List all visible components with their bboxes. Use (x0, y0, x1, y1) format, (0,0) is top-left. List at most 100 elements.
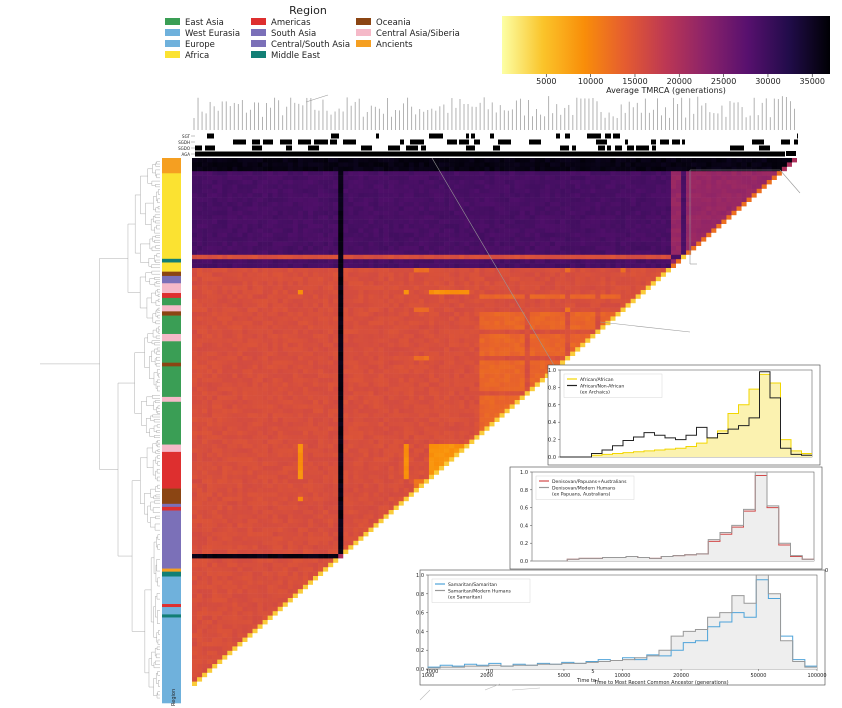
heatmap-cell (398, 219, 405, 225)
heatmap-cell (378, 320, 384, 326)
heatmap-cell (207, 184, 213, 190)
heatmap-cell (418, 228, 425, 234)
heatmap-cell (459, 290, 465, 295)
heatmap-cell (418, 250, 425, 256)
heatmap-cell (509, 294, 515, 300)
heatmap-cell (292, 285, 299, 291)
heatmap-cell (499, 312, 505, 317)
heatmap-cell (277, 342, 284, 348)
heatmap-cell (358, 228, 364, 234)
heatmap-cell (378, 259, 384, 264)
heatmap-cell (257, 184, 263, 190)
heatmap-cell (504, 184, 510, 190)
heatmap-cell (650, 188, 657, 194)
heatmap-cell (509, 342, 515, 348)
heatmap-cell (776, 166, 783, 172)
heatmap-cell (696, 232, 702, 238)
heatmap-cell (192, 356, 198, 361)
heatmap-cell (479, 347, 485, 352)
heatmap-cell (428, 215, 435, 220)
heatmap-cell (539, 320, 546, 326)
heatmap-cell (736, 162, 742, 168)
heatmap-cell (706, 193, 712, 198)
heatmap-cell (655, 219, 662, 225)
heatmap-cell (560, 237, 566, 242)
heatmap-cell (192, 329, 198, 335)
heatmap-cell (640, 259, 647, 264)
heatmap-cell (272, 320, 279, 326)
heatmap-cell (600, 202, 606, 207)
heatmap-cell (464, 298, 470, 304)
heatmap-cell (257, 202, 263, 207)
heatmap-cell (590, 232, 596, 238)
heatmap-cell (252, 281, 258, 286)
heatmap-cell (489, 228, 495, 234)
heatmap-cell (282, 364, 289, 370)
heatmap-cell (524, 290, 531, 295)
heatmap-cell (721, 180, 727, 185)
heatmap-cell (665, 193, 672, 198)
heatmap-cell (529, 276, 536, 282)
heatmap-cell (252, 158, 258, 163)
heatmap-cell (615, 228, 621, 234)
heatmap-cell (645, 237, 652, 242)
heatmap-cell (575, 175, 581, 181)
heatmap-cell (570, 334, 576, 339)
heatmap-cell (232, 329, 238, 335)
heatmap-cell (242, 316, 248, 322)
heatmap-cell (348, 338, 354, 344)
heatmap-cell (494, 347, 500, 352)
heatmap-cell (761, 166, 768, 172)
heatmap-cell (232, 241, 238, 247)
heatmap-cell (635, 162, 642, 168)
heatmap-cell (373, 356, 379, 361)
heatmap-cell (585, 250, 591, 256)
heatmap-cell (318, 298, 324, 304)
heatmap-cell (207, 281, 213, 286)
heatmap-cell (721, 193, 727, 198)
heatmap-cell (439, 241, 445, 247)
heatmap-cell (645, 206, 652, 212)
heatmap-cell (640, 219, 647, 225)
heatmap-cell (570, 188, 576, 194)
heatmap-cell (302, 298, 309, 304)
heatmap-cell (701, 197, 707, 203)
heatmap-cell (575, 342, 581, 348)
heatmap-cell (519, 210, 526, 216)
heatmap-cell (232, 338, 238, 344)
heatmap-cell (670, 250, 677, 256)
heatmap-cell (519, 351, 526, 357)
region-strip-segment (162, 503, 181, 508)
heatmap-cell (393, 290, 400, 295)
heatmap-cell (313, 193, 319, 198)
heatmap-cell (479, 312, 485, 317)
heatmap-cell (323, 228, 329, 234)
heatmap-cell (565, 171, 571, 176)
heatmap-cell (439, 188, 445, 194)
heatmap-cell (207, 166, 213, 172)
heatmap-cell (439, 224, 445, 229)
heatmap-cell (439, 166, 445, 172)
heatmap-cell (242, 232, 248, 238)
heatmap-cell (434, 347, 440, 352)
heatmap-cell (212, 263, 218, 269)
heatmap-cell (262, 210, 268, 216)
presence-block (406, 145, 418, 151)
heatmap-cell (363, 193, 369, 198)
heatmap-cell (686, 175, 692, 181)
heatmap-cell (580, 298, 586, 304)
heatmap-cell (610, 224, 616, 229)
heatmap-cell (368, 175, 374, 181)
heatmap-cell (600, 303, 606, 308)
heatmap-cell (207, 316, 213, 322)
heatmap-cell (318, 312, 324, 317)
heatmap-cell (509, 246, 515, 251)
heatmap-cell (282, 184, 289, 190)
heatmap-cell (232, 285, 238, 291)
heatmap-cell (343, 276, 349, 282)
heatmap-cell (307, 241, 314, 247)
heatmap-cell (454, 158, 460, 163)
heatmap-cell (202, 303, 208, 308)
heatmap-cell (363, 254, 369, 260)
heatmap-cell (736, 184, 742, 190)
